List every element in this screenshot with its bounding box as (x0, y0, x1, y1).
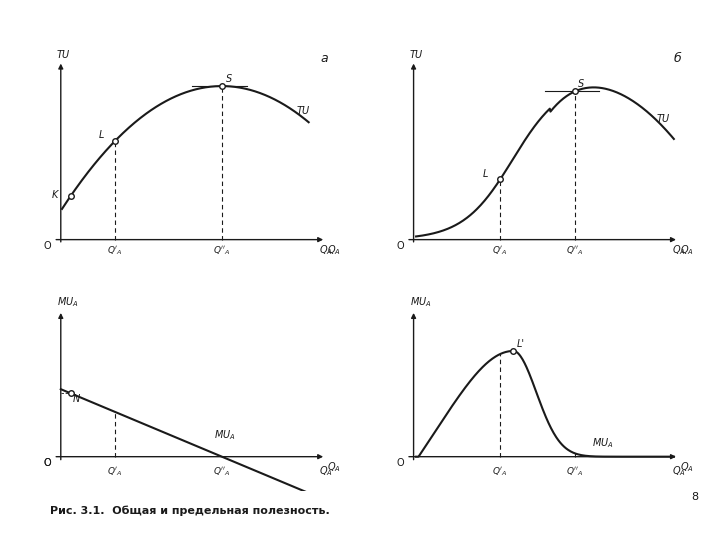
Text: $Q_A$: $Q_A$ (680, 461, 694, 474)
Text: $Q''_A$: $Q''_A$ (566, 244, 583, 256)
Text: TU: TU (410, 50, 423, 60)
Text: $MU_A$: $MU_A$ (215, 428, 236, 442)
Text: Рис. 3.1.  Общая и предельная полезность.: Рис. 3.1. Общая и предельная полезность. (50, 505, 330, 516)
Text: O: O (396, 458, 404, 468)
Text: $Q_A$: $Q_A$ (319, 243, 333, 257)
Text: L: L (99, 130, 104, 140)
Text: TU: TU (296, 106, 310, 116)
Text: O: O (43, 458, 51, 468)
Text: N: N (73, 394, 81, 404)
Text: L': L' (516, 339, 524, 349)
Text: $Q''_A$: $Q''_A$ (213, 244, 230, 256)
Text: $Q_A$: $Q_A$ (328, 461, 341, 474)
Text: $Q_A$: $Q_A$ (328, 243, 341, 257)
Text: $Q_A$: $Q_A$ (680, 243, 694, 257)
Text: $Q''_A$: $Q''_A$ (213, 465, 230, 477)
Text: S: S (225, 74, 232, 84)
Text: $Q_A$: $Q_A$ (672, 464, 685, 478)
Text: $MU_A$: $MU_A$ (410, 295, 431, 309)
Text: $Q''_A$: $Q''_A$ (566, 465, 583, 477)
Text: $MU_A$: $MU_A$ (592, 436, 613, 450)
Text: $MU_A$: $MU_A$ (57, 295, 78, 309)
Text: $Q'_A$: $Q'_A$ (492, 465, 508, 477)
Text: $Q'_A$: $Q'_A$ (492, 244, 508, 256)
Text: $Q'_A$: $Q'_A$ (107, 465, 123, 477)
Text: TU: TU (57, 50, 70, 60)
Text: 8: 8 (691, 492, 698, 502)
Text: O: O (43, 458, 51, 468)
Text: $Q_A$: $Q_A$ (319, 464, 333, 478)
Text: S: S (578, 79, 585, 89)
Text: K: K (52, 190, 58, 200)
Text: а: а (321, 52, 328, 65)
Text: $Q_A$: $Q_A$ (672, 243, 685, 257)
Text: б: б (673, 52, 681, 65)
Text: O: O (396, 240, 404, 251)
Text: L: L (482, 170, 488, 179)
Text: $Q'_A$: $Q'_A$ (107, 244, 123, 256)
Text: O: O (43, 240, 51, 251)
Text: TU: TU (657, 114, 670, 124)
